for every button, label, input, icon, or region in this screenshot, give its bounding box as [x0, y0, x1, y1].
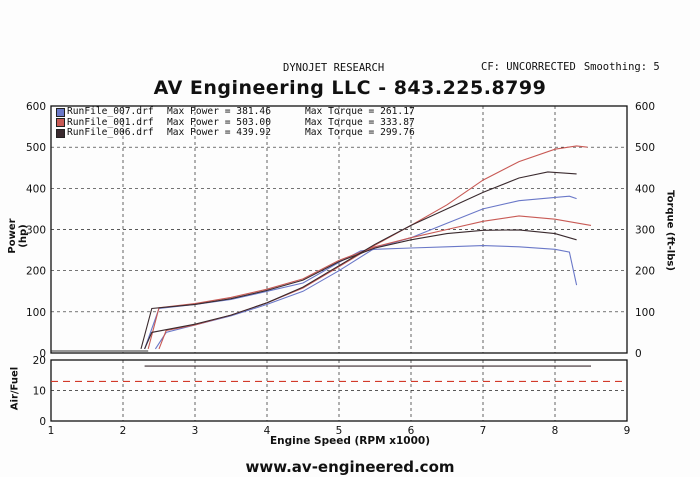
- afr-tick-label: 10: [33, 386, 46, 398]
- y2-tick-label: 500: [635, 142, 655, 154]
- y2-tick-label: 200: [635, 266, 655, 278]
- y-tick-label: 300: [26, 225, 46, 237]
- legend-row: RunFile_006.drf Max Power = 439.92 Max T…: [56, 128, 415, 139]
- legend-max-power: Max Power = 503.00: [167, 116, 271, 128]
- y-tick-label: 200: [26, 266, 46, 278]
- y-tick-label: 0: [39, 348, 46, 360]
- legend-file: RunFile_001.drf: [67, 116, 154, 128]
- correction-info: CF: UNCORRECTED Smoothing: 5: [481, 61, 668, 73]
- correction-factor: CF: UNCORRECTED: [481, 61, 576, 73]
- y2-tick-label: 300: [635, 225, 655, 237]
- x-tick-label: 8: [552, 425, 559, 437]
- legend-swatch: [56, 107, 65, 117]
- y2-tick-label: 0: [635, 348, 642, 360]
- chart-title: AV Engineering LLC - 843.225.8799: [153, 77, 547, 99]
- runfile-006-drf-power-line: [144, 171, 577, 350]
- x-tick-label: 2: [120, 425, 127, 437]
- y-tick-label: 400: [26, 183, 46, 195]
- air-fuel-curves: [51, 365, 627, 382]
- afr-tick-label: 0: [39, 416, 46, 428]
- runfile-007-drf-power-line: [154, 195, 577, 350]
- y2-tick-label: 600: [635, 101, 655, 113]
- runfile-007-drf-torque-line: [144, 245, 578, 350]
- x-tick-label: 5: [336, 425, 343, 437]
- dynojet-label: DYNOJET RESEARCH: [283, 62, 385, 74]
- legend-swatch: [56, 118, 65, 128]
- y-tick-label: 600: [26, 101, 46, 113]
- legend: RunFile_007.drf Max Power = 381.46 Max T…: [56, 106, 415, 139]
- y-tick-label: 500: [26, 142, 46, 154]
- y2-tick-label: 400: [635, 183, 655, 195]
- y-axis-title-air-fuel: Air/Fuel: [9, 366, 21, 411]
- x-tick-label: 6: [408, 425, 415, 437]
- legend-row: RunFile_007.drf Max Power = 381.46 Max T…: [56, 106, 415, 118]
- x-axis-title: Engine Speed (RPM x1000): [270, 435, 430, 447]
- legend-max-torque: Max Torque = 261.17: [305, 106, 415, 117]
- y-axis-title-torque: Torque (ft-lbs): [664, 190, 676, 271]
- x-tick-label: 9: [624, 425, 631, 437]
- y-tick-label: 100: [26, 307, 46, 319]
- legend-max-torque: Max Torque = 333.87: [305, 116, 415, 128]
- legend-max-power: Max Power = 381.46: [167, 106, 271, 117]
- x-tick-label: 7: [480, 425, 487, 437]
- x-tick-label: 3: [192, 425, 199, 437]
- runfile-006-drf-torque-line: [140, 229, 577, 350]
- x-tick-label: 1: [48, 425, 55, 437]
- legend-row: RunFile_001.drf Max Power = 503.00 Max T…: [56, 116, 415, 129]
- air-fuel-grid: [50, 359, 628, 422]
- afr-tick-label: 20: [33, 355, 46, 367]
- x-tick-label: 4: [264, 425, 271, 437]
- legend-max-torque: Max Torque = 299.76: [305, 127, 415, 139]
- smoothing-value: Smoothing: 5: [583, 61, 660, 73]
- legend-swatch: [56, 128, 65, 138]
- power-torque-curves: [51, 145, 592, 352]
- legend-file: RunFile_006.drf: [67, 127, 154, 139]
- legend-max-power: Max Power = 439.92: [167, 127, 271, 139]
- website-url[interactable]: www.av-engineered.com: [245, 458, 455, 476]
- legend-file: RunFile_007.drf: [67, 106, 154, 117]
- power-torque-grid: [50, 105, 628, 354]
- y-axis-title-power: Power (hp): [7, 218, 29, 254]
- runfile-001-drf-torque-line: [147, 215, 592, 350]
- y2-tick-label: 100: [635, 307, 655, 319]
